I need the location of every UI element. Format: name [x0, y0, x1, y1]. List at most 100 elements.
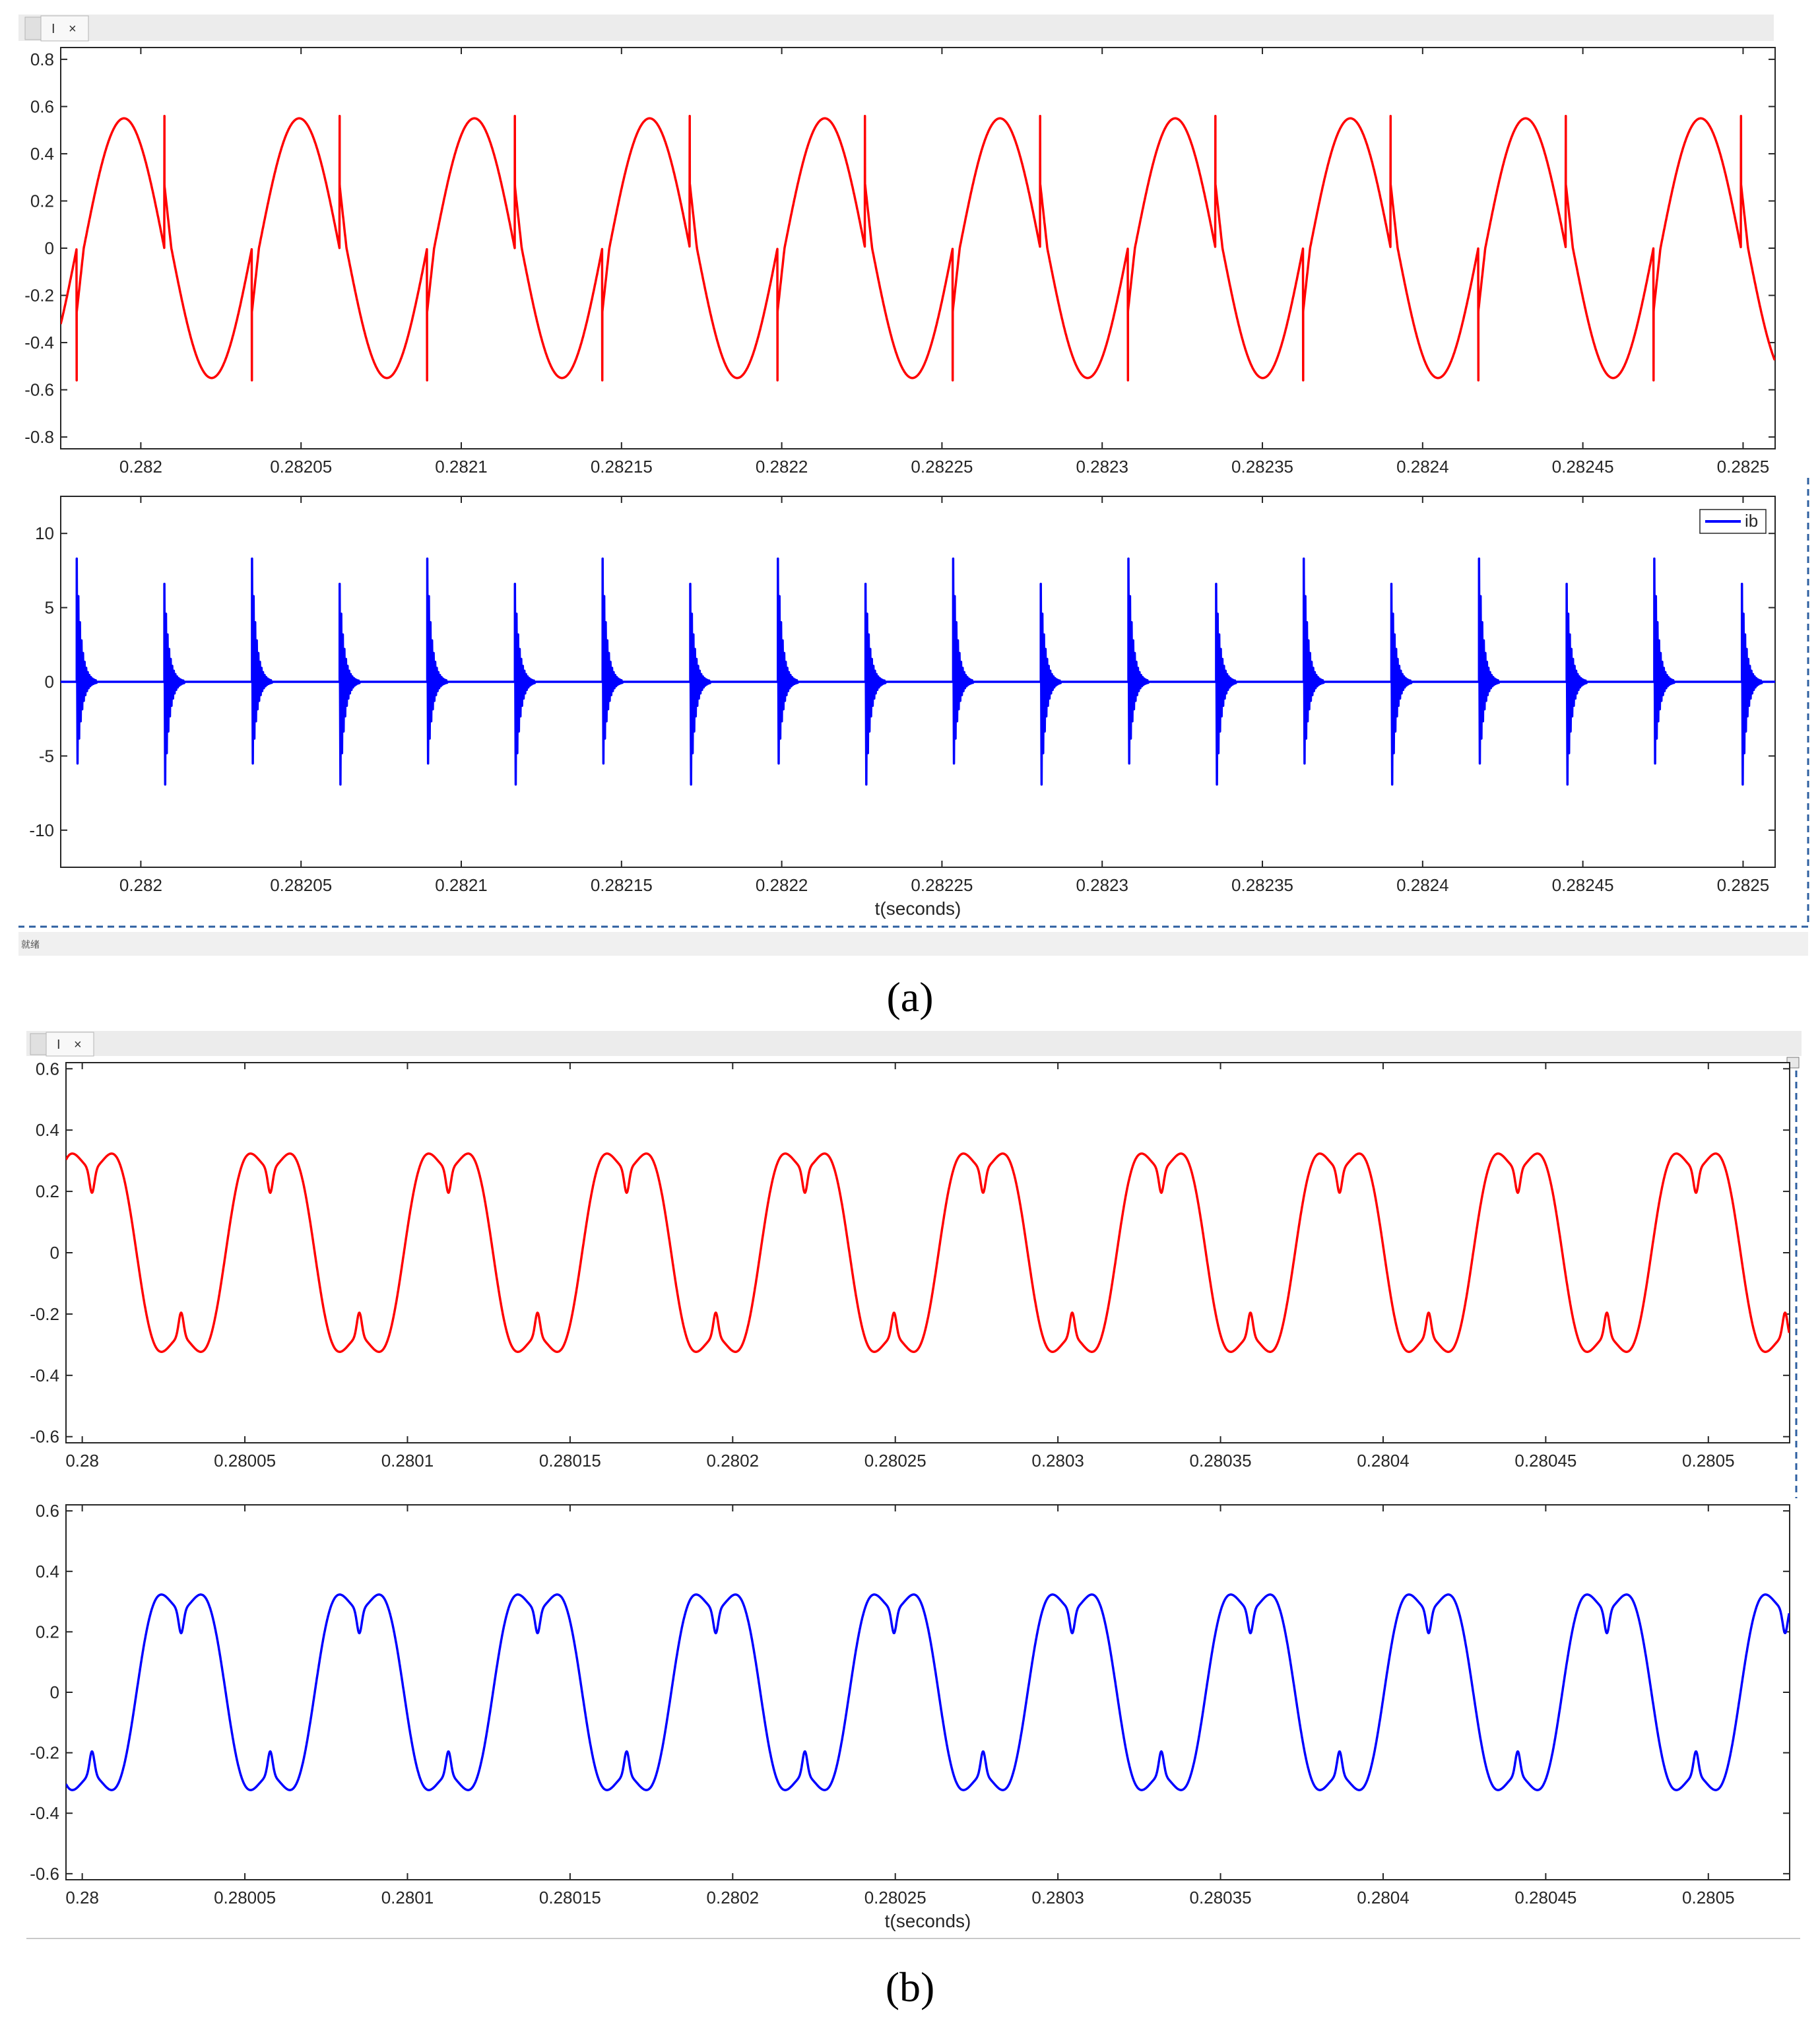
figure-b-caption: (b)	[886, 1964, 935, 2010]
x-tick-label: 0.28215	[591, 457, 653, 477]
figure-b-tab-close-icon[interactable]: ×	[74, 1038, 82, 1052]
x-tick-label: 0.2825	[1717, 875, 1770, 895]
y-tick-label: -0.6	[30, 1864, 59, 1884]
y-tick-label: -0.2	[30, 1304, 59, 1324]
y-tick-label: 0.6	[36, 1059, 59, 1078]
x-tick-label: 0.28235	[1231, 457, 1293, 477]
y-tick-label: -10	[29, 820, 54, 840]
y-tick-label: 0.2	[36, 1622, 59, 1641]
y-tick-label: 0.2	[36, 1181, 59, 1201]
x-tick-label: 0.2821	[435, 457, 488, 477]
series-line-ib	[61, 557, 1775, 786]
y-tick-label: -0.4	[24, 333, 54, 352]
plot-frame	[60, 47, 1776, 449]
y-tick-label: 0.8	[30, 50, 54, 69]
x-tick-label: 0.2823	[1076, 875, 1128, 895]
y-tick-label: -0.2	[24, 286, 54, 306]
x-tick-label: 0.28005	[214, 1451, 276, 1471]
x-tick-label: 0.28205	[270, 457, 332, 477]
y-tick-label: -5	[39, 746, 54, 766]
y-tick-label: 0.6	[30, 96, 54, 116]
x-tick-label: 0.2825	[1717, 457, 1770, 477]
y-tick-label: 0.4	[36, 1120, 59, 1140]
x-tick-label: 0.2801	[381, 1888, 434, 1907]
series-line	[66, 1152, 1790, 1353]
x-tick-label: 0.28045	[1514, 1888, 1576, 1907]
y-tick-label: -0.4	[30, 1366, 59, 1385]
x-tick-label: 0.28015	[539, 1451, 601, 1471]
figure-a-bottom-axes: -10 -5 0 5 10 0.282 0.28205 0.2821 0.28215 0.2822…	[29, 496, 1776, 919]
x-axis-label: t(seconds)	[875, 898, 961, 919]
x-tick-label: 0.2803	[1031, 1451, 1084, 1471]
x-tick-label: 0.28225	[911, 875, 973, 895]
series-line	[61, 114, 1775, 382]
x-tick-label: 0.28005	[214, 1888, 276, 1907]
plot-frame	[65, 1062, 1790, 1443]
y-tick-label: 0.6	[36, 1501, 59, 1521]
figure-a-window: I × 就绪	[18, 15, 1809, 956]
figure-b-window: I ×	[26, 1031, 1802, 1939]
x-tick-label: 0.2802	[707, 1451, 760, 1471]
y-tick-label: 0.4	[30, 144, 54, 164]
x-tick-label: 0.2823	[1076, 457, 1128, 477]
figure-b-tab[interactable]	[46, 1032, 94, 1057]
x-tick-label: 0.2822	[756, 875, 808, 895]
y-tick-label: 0	[45, 238, 54, 258]
x-tick-label: 0.2822	[756, 457, 808, 477]
x-tick-label: 0.2802	[707, 1888, 760, 1907]
y-tick-label: 0	[45, 672, 54, 692]
x-tick-label: 0.28035	[1190, 1888, 1252, 1907]
x-tick-label: 0.28015	[539, 1888, 601, 1907]
y-tick-label: 0	[50, 1243, 59, 1263]
x-tick-label: 0.28025	[864, 1888, 926, 1907]
x-tick-label: 0.2824	[1396, 457, 1449, 477]
x-axis-label: t(seconds)	[885, 1911, 971, 1931]
y-tick-label: 10	[35, 523, 54, 543]
y-tick-label: 0	[50, 1682, 59, 1702]
x-tick-label: 0.28215	[591, 875, 653, 895]
figure-b-bottom-axes: -0.6 -0.4 -0.2 0 0.2 0.4 0.6 0.28 0.28005 0.2801 0…	[30, 1501, 1790, 1931]
x-tick-label: 0.2824	[1396, 875, 1449, 895]
figure-b-top-axes: -0.6 -0.4 -0.2 0 0.2 0.4 0.6 0.28 0.28005 0.2801 0…	[30, 1059, 1790, 1471]
legend-entry: ib	[1745, 511, 1758, 531]
y-tick-label: -0.4	[30, 1803, 59, 1823]
figure-a-caption: (a)	[886, 974, 933, 1020]
figure-b-tab-label: I	[57, 1038, 61, 1052]
figure-b-dock-handle[interactable]	[30, 1033, 47, 1055]
y-tick-label: 0.2	[30, 191, 54, 211]
x-tick-label: 0.28	[65, 1888, 99, 1907]
y-tick-label: -0.8	[24, 427, 54, 447]
x-tick-label: 0.28245	[1552, 457, 1614, 477]
x-tick-label: 0.2804	[1357, 1888, 1410, 1907]
y-tick-label: -0.2	[30, 1743, 59, 1763]
x-tick-label: 0.2803	[1031, 1888, 1084, 1907]
x-tick-label: 0.28225	[911, 457, 973, 477]
x-tick-label: 0.28	[65, 1451, 99, 1471]
y-tick-label: 5	[45, 598, 54, 618]
series-line	[66, 1593, 1790, 1791]
x-tick-label: 0.282	[119, 457, 162, 477]
figure-a-tab-label: I	[51, 22, 55, 36]
x-tick-label: 0.28025	[864, 1451, 926, 1471]
x-tick-label: 0.282	[119, 875, 162, 895]
figure-a-dock-handle[interactable]	[24, 17, 42, 40]
figure-a-tab-close-icon[interactable]: ×	[69, 22, 77, 36]
figure-a-top-axes: -0.8 -0.6 -0.4 -0.2 0 0.2 0.4 0.6 0.8 0.282 0.2820…	[24, 47, 1776, 477]
plot-frame	[65, 1504, 1790, 1880]
x-tick-label: 0.28035	[1190, 1451, 1252, 1471]
x-tick-label: 0.2804	[1357, 1451, 1410, 1471]
x-tick-label: 0.2821	[435, 875, 488, 895]
y-tick-label: -0.6	[24, 380, 54, 400]
figure-a-selection-outline	[18, 478, 1809, 928]
x-tick-label: 0.28235	[1231, 875, 1293, 895]
y-tick-label: -0.6	[30, 1427, 59, 1447]
figure-a-tab[interactable]	[40, 15, 89, 42]
figure-a-status-bar	[18, 932, 1808, 956]
x-tick-label: 0.28205	[270, 875, 332, 895]
y-tick-label: 0.4	[36, 1562, 59, 1581]
figure-a-tab-bar	[18, 15, 1774, 41]
x-tick-label: 0.28245	[1552, 875, 1614, 895]
x-tick-label: 0.2801	[381, 1451, 434, 1471]
x-tick-label: 0.28045	[1514, 1451, 1576, 1471]
